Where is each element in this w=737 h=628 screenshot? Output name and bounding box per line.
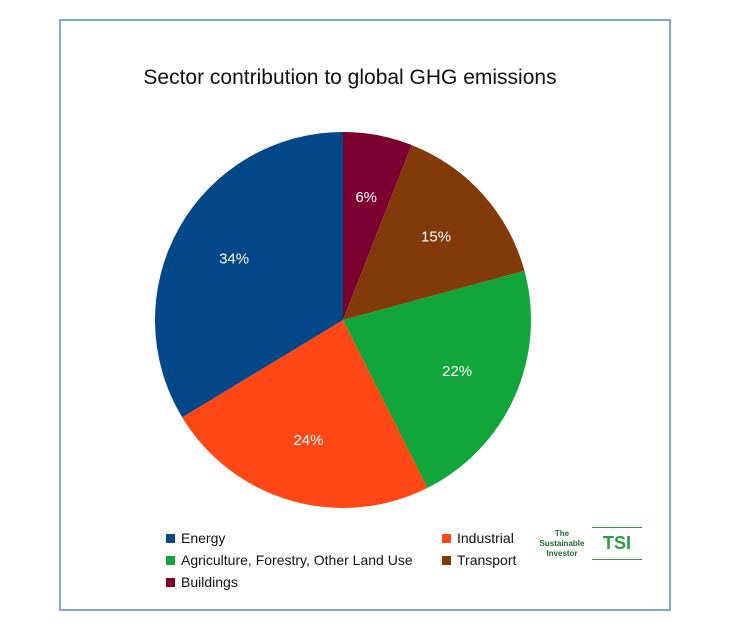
legend-swatch-energy: [166, 533, 175, 543]
chart-title: Sector contribution to global GHG emissi…: [143, 66, 557, 89]
pie-slice-agriculture: [343, 270, 531, 488]
legend-item-buildings: Buildings: [166, 574, 238, 590]
legend-label-energy: Energy: [181, 530, 226, 546]
logo-wordmark: The Sustainable Investor: [539, 529, 585, 558]
legend-item-transport: Transport: [442, 552, 516, 568]
legend-swatch-agriculture: [166, 555, 175, 565]
logo-mark: TSI: [592, 527, 642, 560]
legend-label-agriculture: Agriculture, Forestry, Other Land Use: [181, 552, 413, 568]
slice-label-transport: 15%: [421, 229, 451, 246]
legend-swatch-buildings: [166, 577, 175, 587]
legend-swatch-industrial: [442, 533, 451, 543]
legend-label-transport: Transport: [457, 552, 517, 568]
legend-label-buildings: Buildings: [181, 574, 238, 590]
slice-label-energy: 34%: [219, 251, 249, 268]
slice-label-buildings: 6%: [355, 189, 377, 206]
pie-slice-energy: [155, 132, 343, 418]
legend-swatch-transport: [442, 555, 451, 565]
pie-slice-transport: [343, 144, 525, 320]
legend-item-agriculture: Agriculture, Forestry, Other Land Use: [166, 552, 413, 568]
pie-slice-industrial: [182, 320, 428, 508]
legend-item-industrial: Industrial: [442, 530, 514, 546]
legend-label-industrial: Industrial: [457, 530, 514, 546]
slice-label-agriculture: 22%: [442, 363, 472, 380]
pie-slice-buildings: [343, 132, 412, 320]
slice-label-industrial: 24%: [293, 432, 323, 449]
tsi-logo: The Sustainable Investor TSI: [537, 527, 643, 563]
legend-item-energy: Energy: [166, 530, 225, 546]
